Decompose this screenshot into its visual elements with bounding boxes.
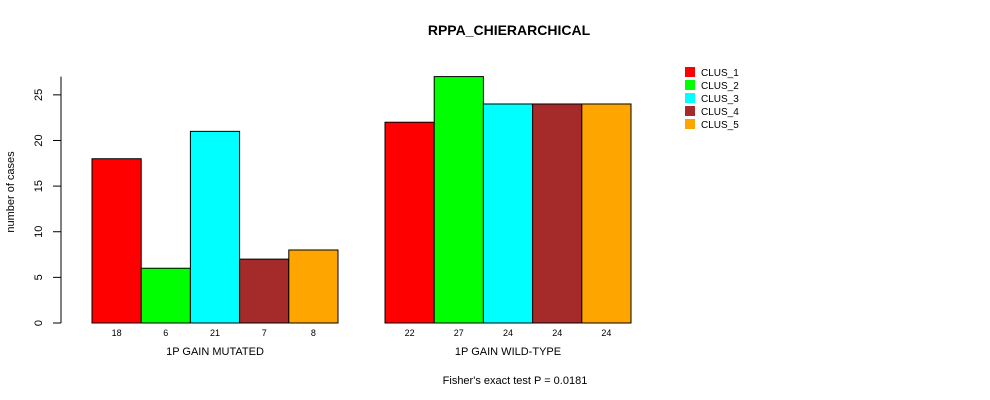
legend-swatch — [685, 93, 695, 103]
bar-count-label: 7 — [262, 328, 267, 338]
legend-swatch — [685, 80, 695, 90]
bar-clus-3 — [189, 130, 241, 324]
bars — [91, 76, 632, 324]
y-tick-label: 20 — [33, 134, 45, 146]
legend-label: CLUS_4 — [701, 107, 739, 118]
legend: CLUS_1 CLUS_2 CLUS_3 CLUS_4 CLUS_5 — [685, 67, 739, 131]
legend-swatch — [685, 106, 695, 116]
bar-clus-5 — [581, 103, 632, 324]
legend-label: CLUS_2 — [701, 81, 739, 92]
bar-clus-4 — [239, 258, 290, 324]
bar-clus-3 — [482, 103, 534, 324]
group-label: 1P GAIN WILD-TYPE — [455, 346, 561, 358]
bar-count-label: 27 — [454, 328, 464, 338]
bar-clus-1 — [91, 158, 142, 324]
y-tick-label: 25 — [33, 89, 45, 101]
y-tick-label: 15 — [33, 180, 45, 192]
bar-count-label: 8 — [311, 328, 316, 338]
y-axis-label: number of cases — [5, 151, 17, 233]
y-tick-label: 0 — [33, 320, 45, 326]
bar-clus-2 — [140, 267, 191, 324]
bar-clus-5 — [288, 249, 339, 324]
bar-count-label: 6 — [163, 328, 168, 338]
bar-clus-1 — [384, 121, 435, 324]
legend-label: CLUS_1 — [701, 68, 739, 79]
y-tick-label: 10 — [33, 226, 45, 238]
bar-count-label: 24 — [552, 328, 562, 338]
bar-count-label: 18 — [112, 328, 122, 338]
footer-stat: Fisher's exact test P = 0.0181 — [443, 375, 588, 387]
count-labels: 18 6 21 7 8 22 27 24 24 24 — [112, 328, 612, 338]
legend-label: CLUS_3 — [701, 94, 739, 105]
bar-count-label: 24 — [601, 328, 611, 338]
y-axis: 0 5 10 15 20 25 number of cases — [5, 76, 62, 326]
y-ticks: 0 5 10 15 20 25 — [33, 89, 61, 326]
bar-count-label: 24 — [503, 328, 513, 338]
legend-swatch — [685, 119, 695, 129]
group-labels: 1P GAIN MUTATED 1P GAIN WILD-TYPE — [166, 346, 561, 358]
legend-swatch — [685, 67, 695, 77]
group-label: 1P GAIN MUTATED — [166, 346, 264, 358]
bar-clus-4 — [532, 103, 583, 324]
bar-clus-2 — [433, 76, 484, 324]
bar-count-label: 21 — [210, 328, 220, 338]
y-tick-label: 5 — [33, 274, 45, 280]
bar-count-label: 22 — [405, 328, 415, 338]
chart-title: RPPA_CHIERARCHICAL — [428, 22, 591, 38]
legend-label: CLUS_5 — [701, 120, 739, 131]
